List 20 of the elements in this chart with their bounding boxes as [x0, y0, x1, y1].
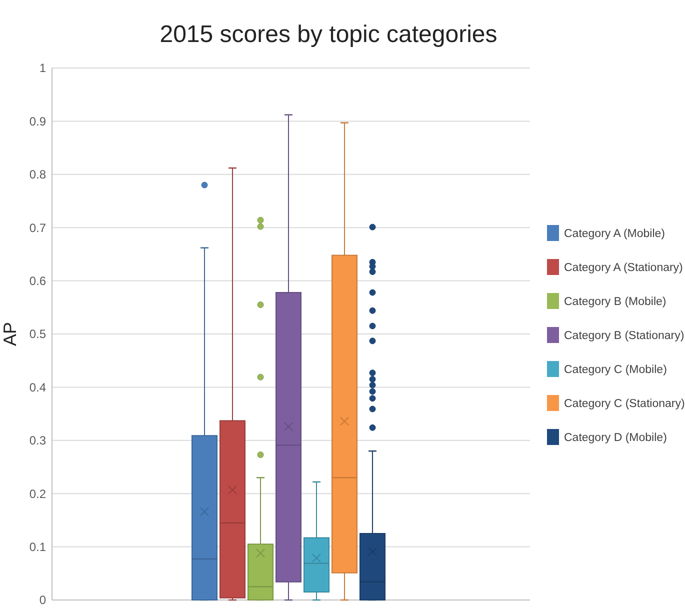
y-tick-label: 0.8 [29, 168, 46, 182]
legend-label: Category C (Stationary) [564, 398, 685, 410]
y-axis-title: AP [0, 322, 20, 346]
legend-label: Category A (Mobile) [564, 228, 666, 240]
y-tick-label: 0.1 [29, 540, 46, 554]
y-tick-label: 0.5 [29, 327, 46, 342]
y-tick-label: 0.6 [29, 274, 46, 288]
chart-title: 2015 scores by topic categories [160, 21, 498, 48]
y-tick-label: 0.9 [29, 114, 46, 128]
legend-label: Category C (Mobile) [564, 364, 668, 376]
y-tick-label: 0.2 [29, 486, 46, 501]
legend-label: Category B (Stationary) [564, 330, 684, 342]
y-tick-label: 0.3 [29, 434, 46, 448]
legend-label: Category A (Stationary) [564, 262, 684, 274]
legend-label: Category B (Mobile) [564, 296, 666, 308]
y-tick-label: 0.7 [29, 220, 46, 235]
legend-label: Category D (Mobile) [564, 432, 668, 444]
y-tick-label: 1 [39, 61, 46, 76]
y-tick-label: 0.4 [29, 380, 46, 394]
y-tick-label: 0 [39, 593, 46, 608]
